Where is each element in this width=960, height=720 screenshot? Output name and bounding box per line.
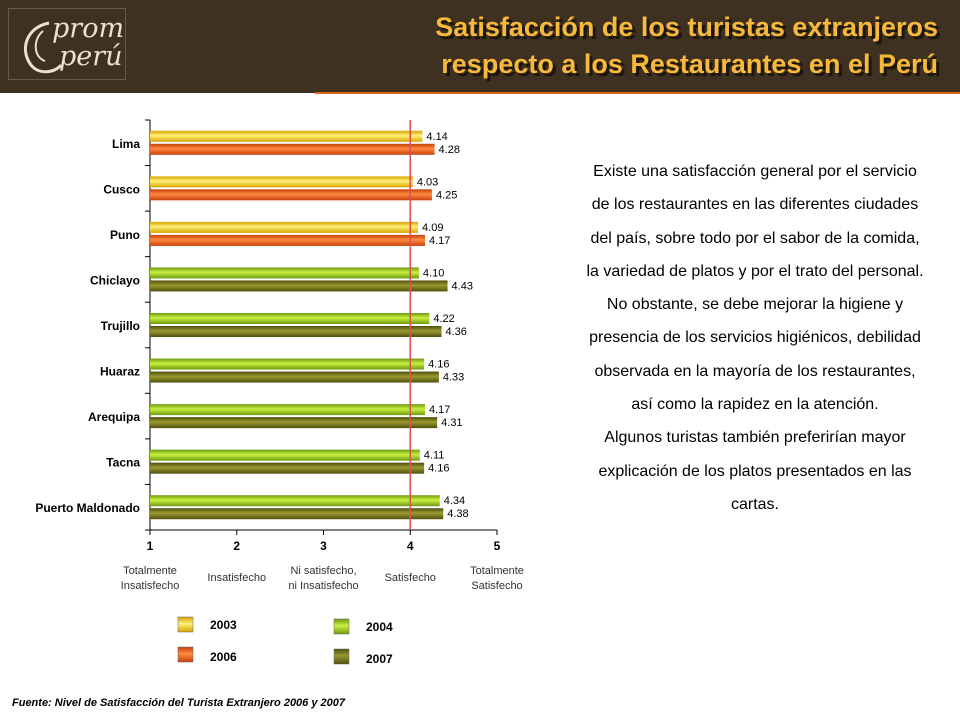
data-label: 4.22 bbox=[433, 313, 454, 325]
scale-label: Totalmente bbox=[123, 565, 177, 577]
bar-chiclayo-2004 bbox=[150, 267, 419, 279]
category-label: Puno bbox=[110, 228, 140, 242]
legend-label-2004: 2004 bbox=[366, 620, 393, 634]
commentary-text: Existe una satisfacción general por el s… bbox=[585, 155, 925, 521]
bar-arequipa-2004 bbox=[150, 404, 425, 416]
category-label: Cusco bbox=[103, 182, 140, 196]
legend-label-2003: 2003 bbox=[210, 618, 237, 632]
logo-swirl-icon bbox=[23, 21, 63, 74]
x-tick-label: 3 bbox=[320, 539, 327, 553]
page-title-line2: respecto a los Restaurantes en el Perú bbox=[441, 49, 938, 79]
x-tick-label: 4 bbox=[407, 539, 414, 553]
bar-lima-2003 bbox=[150, 130, 423, 142]
commentary-paragraph-2: No obstante, se debe mejorar la higiene … bbox=[589, 296, 921, 414]
page-title-line1: Satisfacción de los turistas extranjeros bbox=[435, 12, 938, 42]
data-label: 4.36 bbox=[445, 326, 466, 338]
data-label: 4.10 bbox=[423, 267, 444, 279]
bar-tacna-2004 bbox=[150, 449, 420, 461]
scale-label: Satisfecho bbox=[385, 572, 436, 584]
category-label: Arequipa bbox=[88, 410, 140, 424]
category-label: Lima bbox=[112, 137, 140, 151]
data-label: 4.33 bbox=[443, 372, 464, 384]
data-label: 4.17 bbox=[429, 235, 450, 247]
data-label: 4.34 bbox=[444, 495, 465, 507]
bar-trujillo-2004 bbox=[150, 313, 430, 324]
bar-huaraz-2007 bbox=[150, 371, 439, 383]
data-label: 4.11 bbox=[424, 450, 445, 462]
data-label: 4.16 bbox=[428, 463, 449, 475]
bar-trujillo-2007 bbox=[150, 326, 442, 337]
bar-puerto-maldonado-2004 bbox=[150, 495, 440, 507]
data-label: 4.09 bbox=[422, 222, 443, 234]
satisfaction-bar-chart: 1 2 3 4 5 Totalmente Insatisfecho Insatisfecho N… bbox=[35, 119, 524, 666]
page-title-shadow: Satisfacción de los turistas extranjeros… bbox=[438, 15, 941, 82]
bar-arequipa-2007 bbox=[150, 417, 438, 429]
bar-chiclayo-2007 bbox=[150, 280, 448, 292]
data-label: 4.31 bbox=[441, 417, 462, 429]
category-label: Huaraz bbox=[100, 365, 140, 379]
scale-label: Satisfecho bbox=[471, 580, 522, 592]
bar-cusco-2003 bbox=[150, 176, 413, 188]
legend-swatch-2003 bbox=[177, 616, 194, 633]
x-tick-label: 2 bbox=[233, 539, 240, 553]
legend-label-2007: 2007 bbox=[366, 652, 393, 666]
category-label: Puerto Maldonado bbox=[35, 501, 140, 515]
x-tick-label: 5 bbox=[494, 539, 501, 553]
scale-label: ni Insatisfecho bbox=[288, 580, 358, 592]
bar-puno-2003 bbox=[150, 221, 419, 233]
legend-label-2006: 2006 bbox=[210, 650, 237, 664]
source-footnote: Fuente: Nivel de Satisfacción del Turist… bbox=[12, 697, 345, 709]
scale-label: Ni satisfecho, bbox=[290, 565, 356, 577]
data-label: 4.14 bbox=[426, 131, 447, 143]
bar-lima-2006 bbox=[150, 143, 435, 155]
scale-label: Totalmente bbox=[470, 565, 524, 577]
commentary-paragraph-1: Existe una satisfacción general por el s… bbox=[586, 163, 924, 280]
commentary-paragraph-3: Algunos turistas también preferirían may… bbox=[598, 429, 912, 513]
scale-label: Insatisfecho bbox=[121, 580, 180, 592]
category-label: Trujillo bbox=[101, 319, 140, 333]
bar-cusco-2006 bbox=[150, 189, 432, 201]
data-label: 4.38 bbox=[447, 508, 468, 520]
legend-swatch-2006 bbox=[177, 646, 194, 663]
bar-huaraz-2004 bbox=[150, 358, 425, 370]
data-label: 4.03 bbox=[417, 176, 438, 188]
header-bar: prom perú Satisfacción de los turistas e… bbox=[0, 0, 960, 93]
legend-swatch-2007 bbox=[333, 648, 350, 665]
data-label: 4.17 bbox=[429, 404, 450, 416]
header-divider bbox=[315, 92, 960, 94]
logo-text-peru: perú bbox=[59, 41, 123, 72]
legend-swatch-2004 bbox=[333, 618, 350, 635]
bar-puerto-maldonado-2007 bbox=[150, 508, 444, 520]
bar-tacna-2007 bbox=[150, 462, 425, 474]
logo-text-prom: prom bbox=[52, 13, 125, 44]
category-label: Chiclayo bbox=[90, 273, 140, 287]
page-title: Satisfacción de los turistas extranjeros… bbox=[298, 9, 938, 83]
scale-label: Insatisfecho bbox=[207, 572, 266, 584]
data-label: 4.16 bbox=[428, 359, 449, 371]
bar-puno-2006 bbox=[150, 234, 425, 246]
data-label: 4.28 bbox=[439, 144, 460, 156]
data-label: 4.43 bbox=[452, 280, 473, 292]
data-label: 4.25 bbox=[436, 189, 457, 201]
x-tick-label: 1 bbox=[147, 539, 154, 553]
category-label: Tacna bbox=[106, 456, 140, 470]
promperu-logo: prom perú bbox=[8, 8, 126, 80]
